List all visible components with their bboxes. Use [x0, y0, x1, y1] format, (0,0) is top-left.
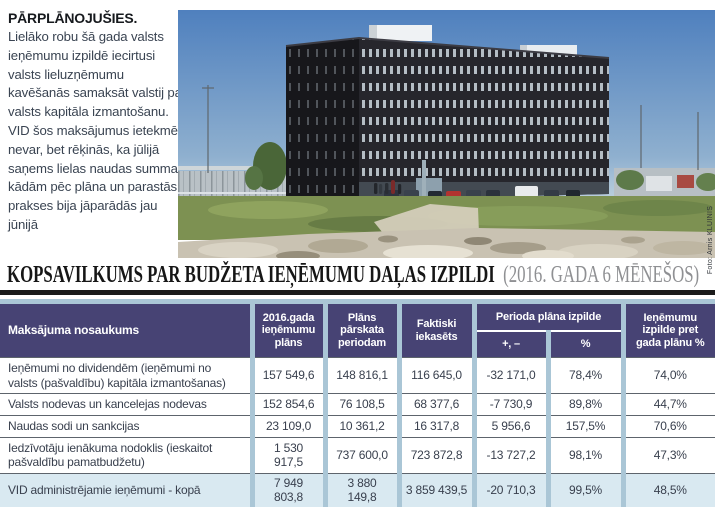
article-lead: PĀRPLĀNOJUŠIES.	[8, 10, 138, 26]
table-row: Ieņēmumi no dividendēm (ieņēmumi no vals…	[0, 357, 715, 394]
table-cell: 5 956,6	[471, 415, 548, 437]
budget-table-header: Maksājuma nosaukums 2016.gada ieņēmumu p…	[0, 301, 715, 358]
header-annual-plan: 2016.gada ieņēmumu plāns	[249, 301, 325, 358]
table-cell: 7 949 803,8	[249, 472, 325, 507]
table-cell: 3 880 149,8	[322, 472, 399, 507]
table-cell: 157 549,6	[249, 357, 325, 394]
table-cell: 99,5%	[545, 472, 623, 507]
table-row: Iedzīvotāju ienākuma nodoklis (ieskaitot…	[0, 436, 715, 473]
budget-table: Maksājuma nosaukums 2016.gada ieņēmumu p…	[0, 299, 715, 507]
table-cell: 76 108,5	[322, 393, 399, 416]
table-cell: -7 730,9	[471, 393, 548, 416]
table-cell: 157,5%	[545, 415, 623, 437]
table-cell: 23 109,0	[249, 415, 325, 437]
table-cell: 70,6%	[620, 415, 715, 437]
table-cell: 89,8%	[545, 393, 623, 416]
table-cell: 78,4%	[545, 357, 623, 394]
row-label: VID administrējamie ieņēmumi - kopā	[0, 472, 252, 507]
row-label: Iedzīvotāju ienākuma nodoklis (ieskaitot…	[0, 436, 252, 473]
row-label: Valsts nodevas un kancelejas nodevas	[0, 393, 252, 416]
table-row-total: VID administrējamie ieņēmumi - kopā 7 94…	[0, 472, 715, 507]
table-row: Valsts nodevas un kancelejas nodevas 152…	[0, 393, 715, 416]
table-cell: 98,1%	[545, 436, 623, 473]
article-body: Lielāko robu šā gada valsts ieņēmumu izp…	[8, 29, 188, 232]
building-photo	[178, 10, 715, 258]
headline-divider-rule	[0, 290, 715, 295]
table-cell: 152 854,6	[249, 393, 325, 416]
headline-period: (2016. GADA 6 MĒNEŠOS)	[503, 262, 700, 288]
table-cell: 116 645,0	[396, 357, 474, 394]
header-collected: Faktiski iekasēts	[396, 301, 474, 358]
table-cell: 47,3%	[620, 436, 715, 473]
header-diff: +, –	[471, 331, 548, 358]
header-payment-name: Maksājuma nosaukums	[0, 301, 252, 358]
section-headline: KOPSAVILKUMS PAR BUDŽETA IEŅĒMUMU DAĻAS …	[7, 262, 715, 288]
table-cell: 1 530 917,5	[249, 436, 325, 473]
table-cell: 44,7%	[620, 393, 715, 416]
table-cell: 3 859 439,5	[396, 472, 474, 507]
table-cell: -13 727,2	[471, 436, 548, 473]
row-label: Ieņēmumi no dividendēm (ieņēmumi no vals…	[0, 357, 252, 394]
row-label: Naudas sodi un sankcijas	[0, 415, 252, 437]
table-cell: 10 361,2	[322, 415, 399, 437]
table-cell: 68 377,6	[396, 393, 474, 416]
table-cell: -20 710,3	[471, 472, 548, 507]
header-vs-annual: Ieņēmumu izpilde pret gada plānu %	[620, 301, 715, 358]
intro-article: PĀRPLĀNOJUŠIES. Lielāko robu šā gada val…	[8, 8, 188, 235]
building-photo-illustration	[178, 10, 715, 258]
table-cell: 148 816,1	[322, 357, 399, 394]
header-period-plan: Plāns pārskata periodam	[322, 301, 399, 358]
table-cell: 723 872,8	[396, 436, 474, 473]
headline-title: KOPSAVILKUMS PAR BUDŽETA IEŅĒMUMU DAĻAS …	[7, 262, 495, 288]
table-cell: -32 171,0	[471, 357, 548, 394]
table-cell: 48,5%	[620, 472, 715, 507]
table-cell: 16 317,8	[396, 415, 474, 437]
table-cell: 737 600,0	[322, 436, 399, 473]
header-period-execution-group: Perioda plāna izpilde	[471, 301, 623, 332]
table-cell: 74,0%	[620, 357, 715, 394]
table-row: Naudas sodi un sankcijas 23 109,0 10 361…	[0, 415, 715, 437]
header-percent: %	[545, 331, 623, 358]
